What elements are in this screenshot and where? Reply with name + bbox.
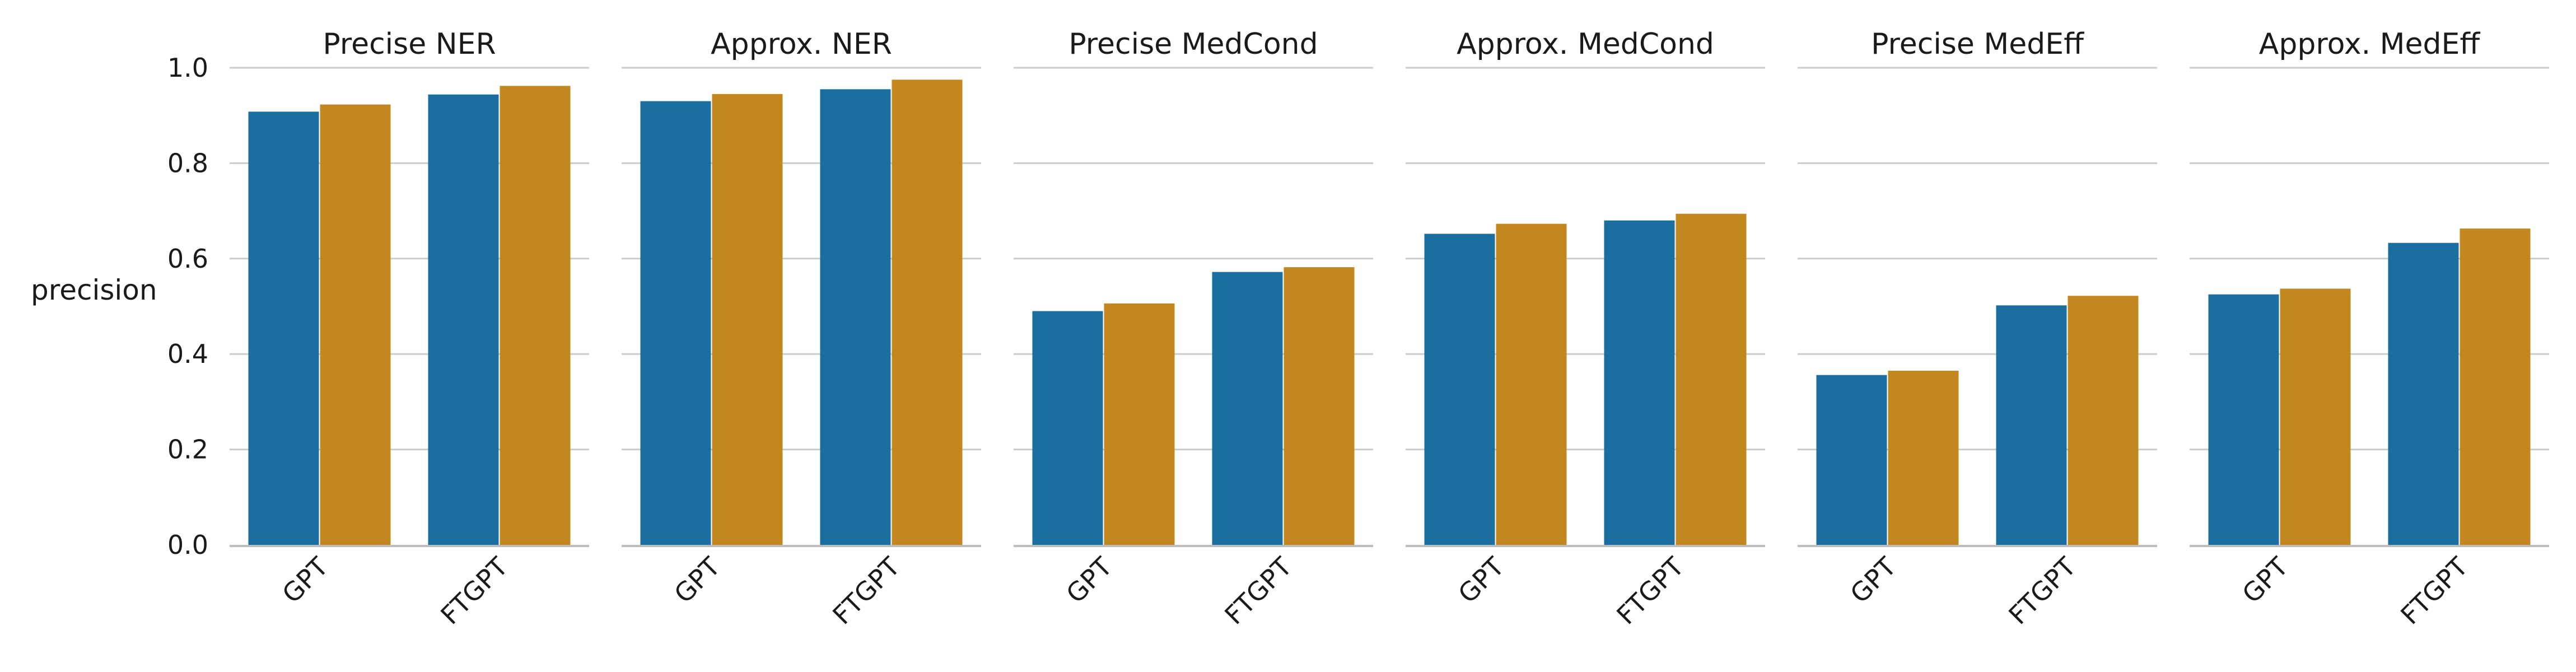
bar: [2280, 288, 2351, 545]
bar: [1496, 223, 1567, 545]
x-tick-label: GPT: [668, 551, 726, 609]
bar: [1284, 267, 1355, 545]
bar: [712, 94, 783, 545]
panel: Approx. MedEff GPT FTGPT: [2190, 27, 2549, 630]
x-tick-label: FTGPT: [2003, 551, 2082, 631]
bar: [1032, 311, 1103, 545]
y-tick-labels: 0.0 0.2 0.4 0.6 0.8 1.0: [167, 53, 208, 560]
x-tick-label: GPT: [1844, 551, 1902, 609]
bar: [500, 86, 571, 545]
x-tick-label: GPT: [1452, 551, 1510, 609]
bar: [640, 101, 711, 545]
bar: [1212, 272, 1283, 545]
bar: [320, 104, 391, 545]
panel: Precise MedCond GPT FTGPT: [1014, 27, 1373, 630]
panel: Approx. MedCond GPT FTGPT: [1406, 27, 1765, 630]
bar: [428, 94, 499, 545]
bar: [2208, 294, 2279, 545]
x-tick-label: FTGPT: [435, 551, 514, 631]
bar: [1604, 220, 1675, 545]
bar: [1888, 371, 1959, 545]
x-tick-label: GPT: [2236, 551, 2294, 609]
bar: [892, 80, 963, 545]
y-tick-label: 0.4: [167, 339, 208, 369]
bar: [1996, 305, 2067, 545]
x-tick-label: FTGPT: [827, 551, 906, 631]
bar: [1424, 234, 1495, 545]
x-tick-label: GPT: [1060, 551, 1118, 609]
panel-title: Approx. MedCond: [1457, 27, 1714, 61]
x-tick-label: GPT: [276, 551, 334, 609]
x-tick-label: FTGPT: [1611, 551, 1690, 631]
panel: Approx. NER GPT FTGPT: [622, 27, 981, 630]
bar: [1104, 303, 1175, 545]
y-tick-label: 0.0: [167, 530, 208, 560]
y-tick-label: 1.0: [167, 53, 208, 83]
panel-title: Approx. NER: [711, 27, 892, 61]
panel: Precise NER GPT FTGPT: [230, 27, 589, 630]
bar: [1676, 213, 1747, 545]
x-tick-label: FTGPT: [1219, 551, 1298, 631]
panel-title: Precise MedCond: [1068, 27, 1318, 61]
bar: [2460, 228, 2531, 545]
bar: [248, 111, 319, 545]
y-tick-label: 0.6: [167, 244, 208, 274]
bar: [2068, 296, 2139, 545]
bar: [820, 89, 891, 545]
y-tick-label: 0.2: [167, 435, 208, 465]
x-tick-label: FTGPT: [2395, 551, 2474, 631]
bar: [2388, 242, 2459, 545]
panel: Precise MedEff GPT FTGPT: [1798, 27, 2157, 630]
y-tick-label: 0.8: [167, 148, 208, 178]
panel-title: Precise MedEff: [1871, 27, 2084, 61]
panel-title: Precise NER: [323, 27, 496, 61]
bar: [1816, 375, 1887, 545]
panel-title: Approx. MedEff: [2259, 27, 2481, 61]
y-axis-label: precision: [31, 274, 157, 306]
